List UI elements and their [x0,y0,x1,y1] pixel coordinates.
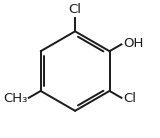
Text: Cl: Cl [69,3,82,16]
Text: OH: OH [123,37,143,50]
Text: CH₃: CH₃ [3,92,27,105]
Text: Cl: Cl [123,92,136,105]
